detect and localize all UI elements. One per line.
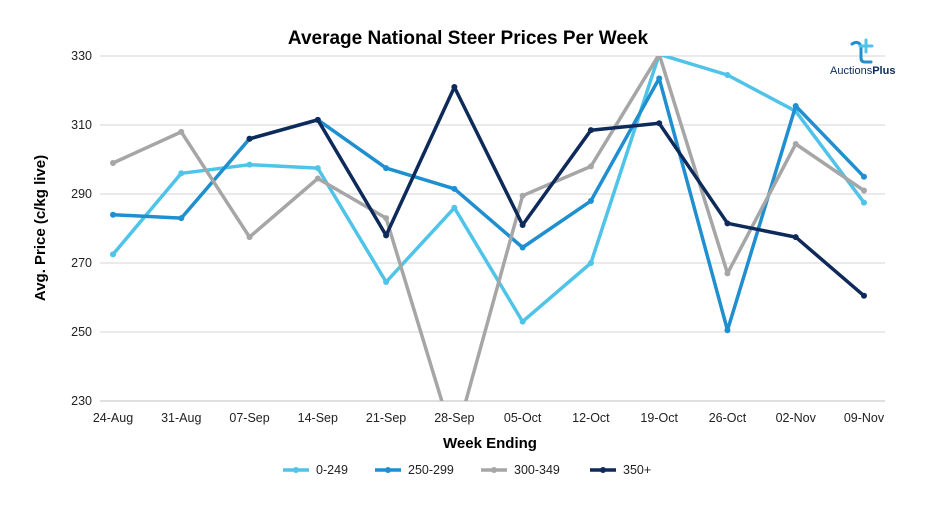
data-point — [110, 159, 116, 166]
x-tick-label: 12-Oct — [572, 411, 610, 425]
data-point — [519, 318, 526, 325]
data-point — [792, 103, 799, 110]
y-tick-label: 230 — [71, 394, 92, 408]
data-point — [383, 165, 390, 172]
y-tick-label: 330 — [71, 49, 92, 63]
data-point — [314, 116, 321, 123]
data-point — [861, 173, 867, 180]
x-axis-ticks: 24-Aug 31-Aug 07-Sep 14-Sep 21-Sep 28-Sep 05-O… — [93, 411, 885, 425]
y-tick-label: 250 — [71, 325, 92, 339]
series-line — [111, 56, 866, 401]
data-point — [451, 204, 458, 211]
legend-item: 250-299 — [375, 463, 454, 477]
y-tick-label: 290 — [71, 187, 92, 201]
data-point — [587, 127, 594, 134]
data-point — [792, 140, 799, 147]
data-point — [451, 84, 458, 91]
legend-marker — [293, 467, 299, 473]
data-point — [178, 170, 185, 177]
x-tick-label: 09-Nov — [844, 411, 885, 425]
series-250-299 — [110, 75, 867, 334]
legend-label: 300-349 — [514, 463, 560, 477]
legend-label: 350+ — [623, 463, 651, 477]
data-point — [519, 192, 526, 199]
series-0-249 — [110, 56, 867, 325]
data-point — [519, 244, 526, 251]
legend-item: 350+ — [590, 463, 651, 477]
x-tick-label: 14-Sep — [298, 411, 338, 425]
y-axis-ticks: 230 250 270 290 310 330 — [71, 49, 92, 408]
x-tick-label: 05-Oct — [504, 411, 542, 425]
data-point — [314, 175, 321, 182]
legend-marker — [385, 467, 391, 473]
data-point — [383, 278, 390, 285]
legend-label: 0-249 — [316, 463, 348, 477]
legend-label: 250-299 — [408, 463, 454, 477]
x-tick-label: 02-Nov — [776, 411, 817, 425]
logo-text: AuctionsPlus — [830, 65, 895, 77]
data-point — [587, 163, 594, 170]
x-tick-label: 21-Sep — [366, 411, 406, 425]
x-tick-label: 31-Aug — [161, 411, 201, 425]
auctionsplus-logo: AuctionsPlus — [830, 38, 895, 77]
data-point — [861, 187, 867, 194]
data-point — [246, 135, 253, 142]
data-point — [656, 75, 663, 82]
data-point — [110, 251, 116, 258]
data-point — [792, 234, 799, 241]
legend-marker — [491, 467, 497, 473]
data-point — [587, 197, 594, 204]
data-point — [246, 161, 253, 168]
data-point — [656, 120, 663, 127]
data-point — [724, 327, 731, 334]
series-lines — [110, 56, 867, 401]
data-point — [451, 185, 458, 192]
x-tick-label: 28-Sep — [434, 411, 474, 425]
x-tick-label: 07-Sep — [229, 411, 269, 425]
data-point — [383, 215, 390, 222]
data-point — [110, 211, 116, 218]
series-350+ — [246, 84, 867, 299]
legend-item: 300-349 — [481, 463, 560, 477]
y-tick-label: 310 — [71, 118, 92, 132]
x-tick-label: 26-Oct — [709, 411, 747, 425]
data-point — [519, 222, 526, 229]
data-point — [861, 199, 867, 206]
data-point — [587, 260, 594, 266]
y-tick-label: 270 — [71, 256, 92, 270]
data-point — [724, 71, 731, 78]
legend: 0-249 250-299 300-349 350+ — [283, 463, 651, 477]
data-point — [178, 215, 185, 222]
x-tick-label: 19-Oct — [640, 411, 678, 425]
y-axis-title: Avg. Price (c/kg live) — [32, 155, 49, 301]
data-point — [724, 270, 731, 277]
gridlines — [100, 55, 885, 402]
data-point — [246, 234, 253, 241]
legend-marker — [600, 467, 606, 473]
series-line — [111, 76, 866, 333]
series-line — [247, 85, 866, 298]
series-line — [111, 56, 866, 324]
data-point — [383, 232, 390, 239]
series-300-349 — [110, 56, 867, 401]
data-point — [314, 165, 321, 172]
data-point — [656, 56, 662, 58]
x-tick-label: 24-Aug — [93, 411, 133, 425]
legend-item: 0-249 — [283, 463, 348, 477]
chart-title: Average National Steer Prices Per Week — [288, 28, 649, 49]
auctionsplus-logo-icon — [850, 38, 874, 64]
data-point — [861, 292, 867, 299]
data-point — [178, 128, 185, 135]
x-axis-title: Week Ending — [443, 435, 537, 452]
data-point — [724, 220, 731, 227]
